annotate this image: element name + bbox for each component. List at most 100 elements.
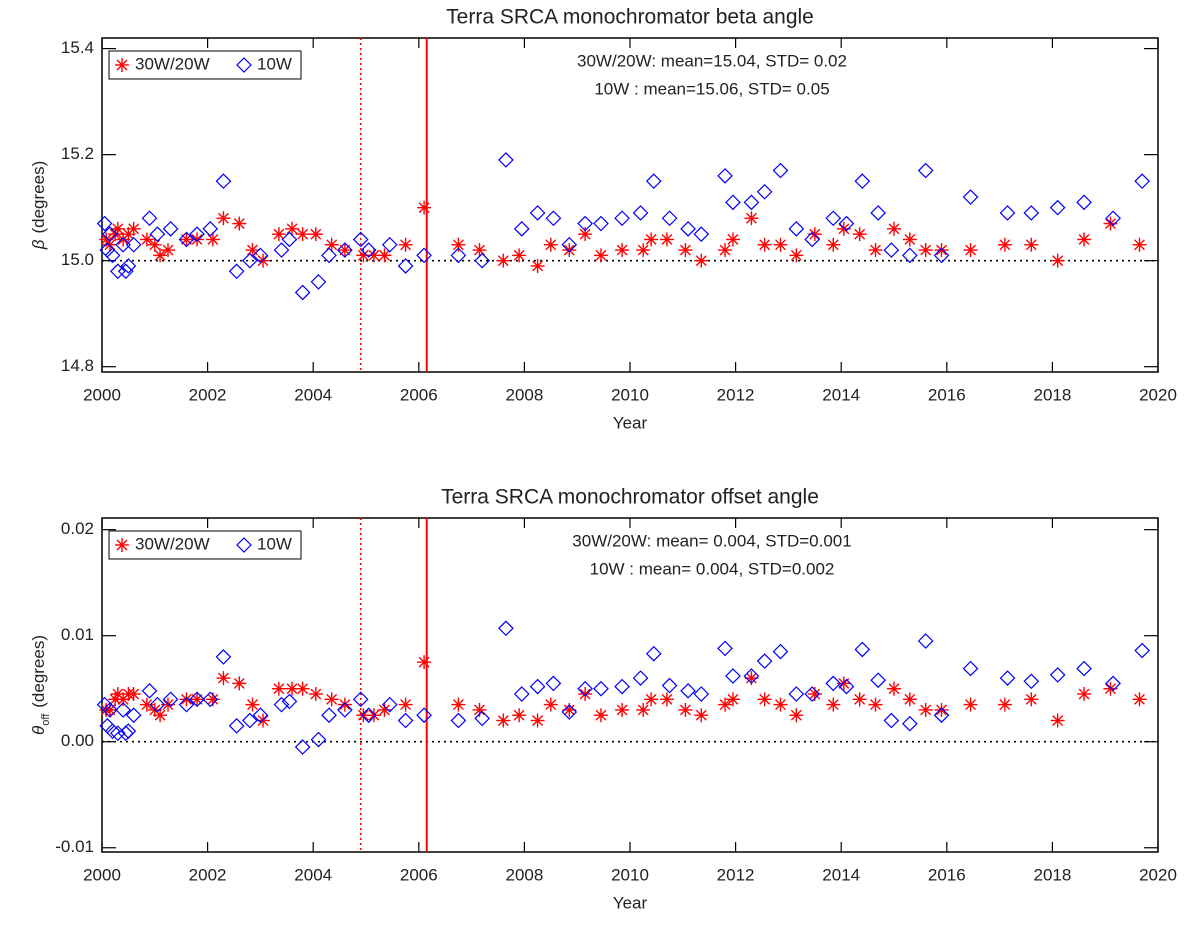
star-stroke xyxy=(162,244,174,256)
diamond-marker xyxy=(593,680,609,697)
star-stroke xyxy=(838,223,850,235)
star-marker xyxy=(636,702,651,717)
star-marker xyxy=(356,708,371,723)
diamond-marker xyxy=(352,691,369,708)
star-marker xyxy=(308,687,323,702)
star-marker xyxy=(1050,253,1065,268)
diamond-marker xyxy=(756,183,773,200)
diamond-marker xyxy=(693,226,710,243)
star-stroke xyxy=(727,693,739,705)
diamond-marker xyxy=(189,691,205,708)
star-stroke xyxy=(497,715,509,726)
star-stroke xyxy=(579,688,591,700)
diamond-marker xyxy=(717,167,733,184)
diamond-marker xyxy=(125,236,142,253)
diamond-marker xyxy=(202,691,219,708)
star-stroke xyxy=(532,260,544,272)
star-stroke xyxy=(181,693,192,705)
diamond-marker xyxy=(189,226,205,243)
star-stroke xyxy=(661,693,673,705)
star-marker xyxy=(245,697,260,712)
diamond-marker xyxy=(117,725,134,742)
star-stroke xyxy=(888,223,900,235)
star-stroke xyxy=(616,244,628,256)
diamond-marker xyxy=(854,641,871,658)
star-stroke xyxy=(207,693,219,705)
diamond-marker xyxy=(725,668,741,684)
legend-box xyxy=(108,530,302,560)
star-marker xyxy=(512,708,527,723)
star-stroke xyxy=(999,699,1011,711)
star-marker xyxy=(1132,237,1147,252)
x-tick-label: 2020 xyxy=(1139,865,1177,884)
diamond-marker xyxy=(102,226,118,243)
star-stroke xyxy=(418,656,430,668)
diamond-marker xyxy=(561,236,578,253)
star-stroke xyxy=(339,699,351,711)
x-tick-label: 2016 xyxy=(928,385,966,404)
diamond-marker xyxy=(1134,642,1151,659)
star-stroke xyxy=(128,688,140,700)
star-stroke xyxy=(474,704,485,716)
y-tick-label: 0.02 xyxy=(61,519,94,538)
star-marker xyxy=(725,692,740,707)
star-marker xyxy=(496,713,511,728)
x-tick-label: 2000 xyxy=(83,385,121,404)
star-marker xyxy=(324,237,339,252)
star-stroke xyxy=(418,202,430,214)
star-stroke xyxy=(1025,239,1037,251)
star-marker xyxy=(530,713,545,728)
diamond-marker xyxy=(115,702,131,718)
diamond-marker xyxy=(416,707,432,724)
star-stroke xyxy=(1078,234,1090,245)
star-stroke xyxy=(1052,255,1064,267)
diamond-marker xyxy=(838,215,855,232)
star-marker xyxy=(807,227,822,242)
star-marker xyxy=(337,243,352,258)
diamond-marker xyxy=(917,633,934,649)
diamond-marker xyxy=(804,686,821,702)
star-marker xyxy=(718,697,733,712)
star-marker xyxy=(694,708,709,723)
star-marker xyxy=(644,692,659,707)
diamond-marker xyxy=(215,173,232,189)
diamond-marker xyxy=(614,210,630,227)
star-stroke xyxy=(727,234,739,245)
star-marker xyxy=(868,243,883,258)
star-stroke xyxy=(936,244,947,256)
diamond-marker xyxy=(788,686,805,702)
star-marker xyxy=(295,681,310,696)
star-marker xyxy=(934,243,949,258)
diamond-marker xyxy=(680,221,696,237)
y-axis-label: θoff (degrees) xyxy=(29,635,51,735)
diamond-marker xyxy=(933,247,950,264)
star-stroke xyxy=(116,59,128,71)
diamond-marker xyxy=(337,702,353,718)
diamond-marker xyxy=(474,252,491,269)
star-stroke xyxy=(809,688,821,700)
diamond-marker xyxy=(162,221,179,237)
diamond-marker xyxy=(117,263,134,280)
star-marker xyxy=(868,697,883,712)
diamond-marker xyxy=(883,712,900,729)
star-stroke xyxy=(563,244,575,256)
star-stroke xyxy=(310,228,322,240)
star-stroke xyxy=(719,244,731,256)
diamond-marker xyxy=(115,236,131,253)
star-marker xyxy=(1132,692,1147,707)
star-stroke xyxy=(645,693,657,705)
diamond-marker xyxy=(450,712,467,729)
star-stroke xyxy=(870,699,881,711)
star-marker xyxy=(773,697,788,712)
diamond-marker xyxy=(545,675,562,692)
star-marker xyxy=(1077,232,1092,247)
star-stroke xyxy=(400,239,412,251)
star-marker xyxy=(417,655,432,670)
star-stroke xyxy=(1105,683,1116,695)
diamond-marker xyxy=(756,653,773,669)
x-tick-label: 2020 xyxy=(1139,385,1177,404)
diamond-marker xyxy=(901,715,918,732)
star-marker xyxy=(147,237,162,252)
y-tick-label: 0.00 xyxy=(61,731,94,750)
star-marker xyxy=(902,692,917,707)
